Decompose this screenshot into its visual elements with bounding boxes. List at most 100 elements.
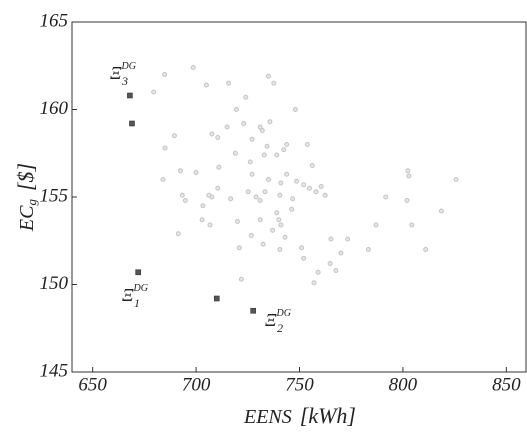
point (261, 152, 267, 158)
point (127, 92, 133, 99)
point (248, 233, 254, 238)
point (215, 185, 221, 191)
annotation-sub: 2 (277, 321, 283, 335)
point (289, 206, 295, 212)
point (257, 198, 263, 203)
point (232, 150, 238, 156)
point (290, 196, 296, 202)
point (179, 192, 185, 198)
point (262, 189, 268, 195)
point (306, 185, 312, 191)
point (135, 269, 141, 276)
point (241, 121, 247, 126)
point (160, 177, 166, 182)
y-tick-label: 165 (40, 10, 69, 31)
annotation-sub: 1 (134, 296, 140, 310)
point (200, 203, 206, 209)
point (281, 147, 287, 153)
annotation: ΞDG 1 (122, 283, 148, 309)
point (182, 198, 188, 203)
annotation-base: Ξ (265, 310, 277, 330)
point (271, 80, 277, 86)
y-tick-label: 160 (40, 98, 69, 119)
point (309, 163, 315, 168)
x-tick-label: 700 (182, 374, 211, 395)
annotation-base: Ξ (110, 63, 122, 83)
point (265, 177, 271, 182)
y-tick-label: 145 (40, 360, 69, 381)
point (311, 280, 317, 286)
x-axis-title: EENS [kWh] (243, 403, 356, 428)
point (409, 222, 415, 228)
point (162, 145, 168, 151)
x-axis-name: EENS (243, 406, 292, 428)
point (215, 135, 221, 140)
point (206, 192, 212, 198)
x-axis-unit: [kWh] (300, 403, 356, 428)
y-tick-label: 155 (40, 185, 69, 206)
point (277, 247, 283, 252)
point (406, 173, 412, 179)
point (247, 159, 253, 165)
point (199, 217, 205, 223)
point (233, 107, 239, 112)
point (365, 247, 371, 252)
point (177, 168, 183, 174)
point (292, 107, 298, 112)
y-axis-name: EC (16, 205, 38, 232)
annotation-base: Ξ (122, 285, 134, 305)
point (423, 247, 429, 252)
point (207, 222, 213, 228)
annotation-sup: DG (133, 283, 148, 294)
point (259, 128, 265, 133)
y-axis-unit: [$] (13, 163, 38, 191)
point (276, 217, 282, 223)
point (267, 119, 273, 125)
point (203, 82, 209, 88)
point (333, 268, 339, 273)
point (253, 194, 259, 200)
point (345, 236, 351, 242)
point (264, 143, 270, 149)
point (299, 245, 305, 251)
x-tick-label: 800 (389, 374, 418, 395)
point (277, 192, 283, 198)
point (193, 170, 199, 175)
annotation-sub: 3 (121, 74, 128, 88)
point (249, 171, 255, 177)
point (171, 133, 177, 139)
point (328, 236, 334, 242)
point (284, 171, 290, 177)
y-axis-sub: g (24, 199, 39, 206)
point (245, 189, 251, 195)
point (243, 94, 249, 100)
x-tick-label: 850 (492, 374, 521, 395)
point (453, 177, 459, 182)
point (257, 217, 263, 223)
annotation: ΞDG 3 (110, 61, 136, 87)
point (284, 142, 290, 147)
point (383, 194, 389, 200)
annotation: ΞDG 2 (265, 308, 291, 334)
point (278, 222, 284, 228)
y-tick-label: 150 (40, 273, 69, 294)
point (234, 219, 240, 224)
point (322, 192, 328, 198)
point (228, 196, 234, 202)
point (404, 198, 410, 203)
point (250, 307, 256, 314)
point (249, 136, 255, 142)
annotation-sup: DG (276, 308, 291, 319)
point (373, 222, 379, 228)
point (274, 152, 280, 158)
point (260, 241, 266, 247)
annotation-sup: DG (121, 61, 136, 72)
point (209, 131, 215, 137)
x-tick-label: 650 (78, 374, 107, 395)
point (294, 178, 300, 184)
point (301, 182, 307, 188)
point (257, 124, 263, 130)
point (213, 295, 220, 302)
point (175, 231, 181, 237)
